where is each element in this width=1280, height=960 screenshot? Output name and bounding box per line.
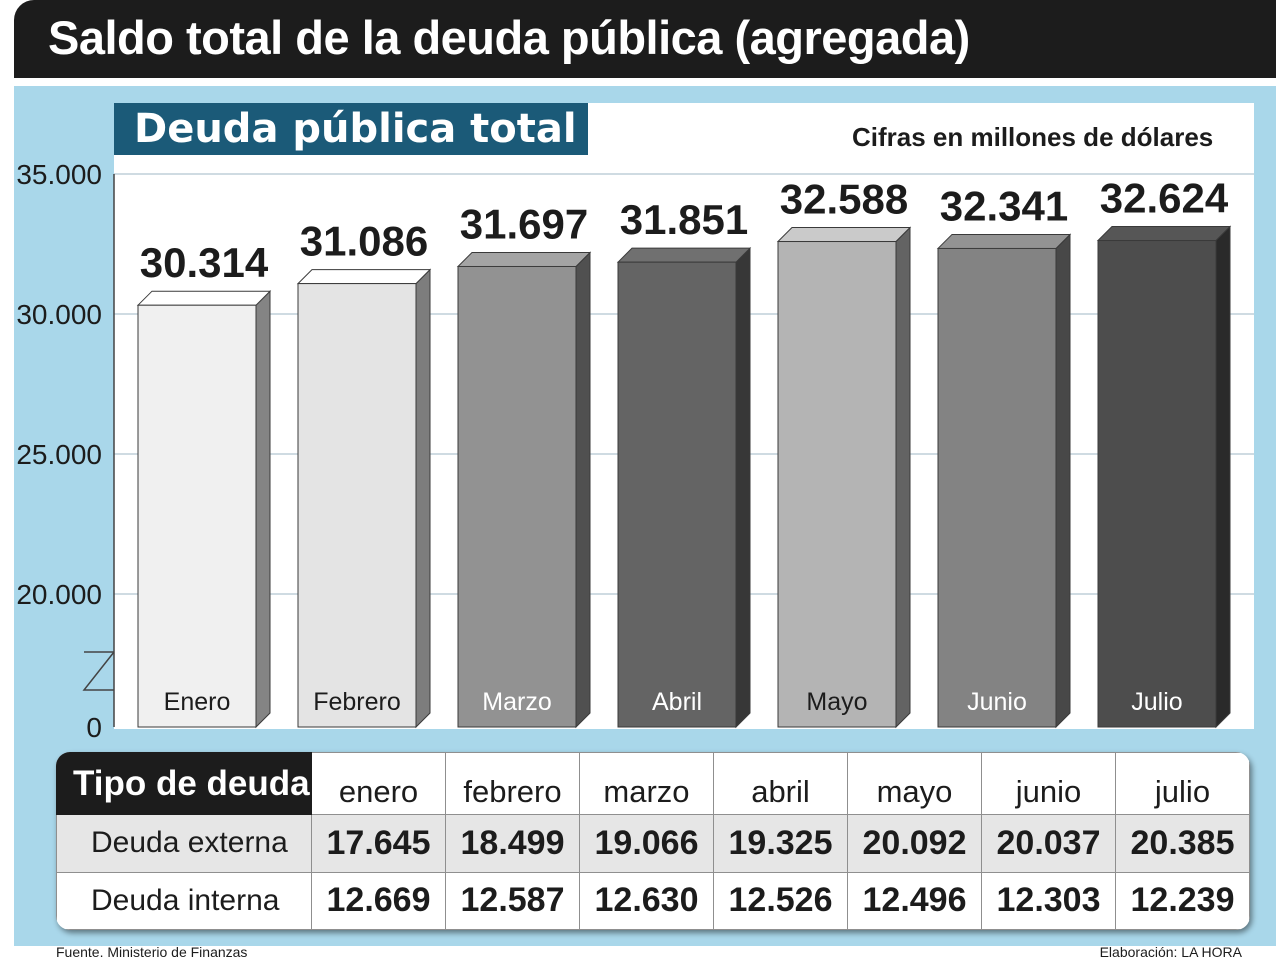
bar-value-label: 32.341 (940, 182, 1068, 229)
month-header: enero (311, 752, 446, 815)
y-tick-label: 0 (86, 712, 102, 743)
page-title: Saldo total de la deuda pública (agregad… (48, 11, 970, 64)
bar-top (296, 269, 432, 285)
bar-value-label: 31.697 (460, 200, 588, 247)
table-cell: 12.303 (981, 871, 1116, 930)
table-cell: 19.066 (579, 814, 714, 873)
table-cell: 12.587 (445, 871, 580, 930)
bar-top (136, 290, 272, 306)
bar-side (735, 246, 751, 729)
month-header: junio (981, 752, 1116, 815)
table-cell: 12.669 (311, 871, 446, 930)
bar-side (1055, 233, 1071, 729)
bar (137, 304, 257, 728)
bar (1097, 240, 1217, 728)
table-row: Deuda interna 12.669 12.587 12.630 12.52… (56, 871, 1250, 930)
title-bar: Saldo total de la deuda pública (agregad… (14, 0, 1276, 78)
row-label: Deuda externa (56, 814, 312, 873)
bar-value-label: 32.588 (780, 176, 908, 223)
bar (297, 283, 417, 728)
bar-top (776, 227, 912, 243)
source-note: Fuente. Ministerio de Finanzas (56, 944, 248, 960)
month-header: abril (713, 752, 848, 815)
bar-category-label: Junio (967, 688, 1027, 716)
bar-side (895, 226, 911, 729)
units-note: Cifras en millones de dólares (852, 122, 1214, 152)
bar-top (456, 251, 592, 267)
table-row: Deuda externa 17.645 18.499 19.066 19.32… (56, 814, 1250, 873)
bar-top (936, 233, 1072, 249)
chart-subtitle: Deuda pública total (134, 106, 577, 152)
bar-side (575, 251, 591, 729)
table-cell: 12.630 (579, 871, 714, 930)
month-header: febrero (445, 752, 580, 815)
table-cell: 12.496 (847, 871, 982, 930)
bar-category-label: Febrero (313, 688, 401, 716)
bar-value-label: 31.086 (300, 218, 428, 265)
credit-note: Elaboración: LA HORA (1099, 944, 1242, 960)
bar-category-label: Marzo (482, 688, 551, 716)
y-tick-label: 20.000 (16, 579, 102, 610)
bar-category-label: Abril (652, 688, 702, 716)
bar-value-label: 30.314 (140, 239, 269, 286)
table-corner-label: Tipo de deuda (56, 752, 312, 815)
bar-category-label: Enero (164, 688, 231, 716)
table-cell: 12.526 (713, 871, 848, 930)
month-header: julio (1115, 752, 1250, 815)
table-header-row: Tipo de deuda enero febrero marzo abril … (56, 752, 1250, 815)
y-tick-label: 35.000 (16, 159, 102, 190)
row-label: Deuda interna (56, 871, 312, 930)
table-cell: 17.645 (311, 814, 446, 873)
bar-top (1096, 226, 1232, 242)
bar-side (1215, 225, 1231, 729)
y-tick-label: 25.000 (16, 439, 102, 470)
bar (937, 247, 1057, 728)
table-cell: 19.325 (713, 814, 848, 873)
month-header: mayo (847, 752, 982, 815)
bar (617, 261, 737, 728)
bar-value-label: 32.624 (1100, 175, 1229, 222)
bar-category-label: Mayo (806, 688, 867, 716)
table-cell: 12.239 (1115, 871, 1250, 930)
bar-top (616, 247, 752, 263)
bar-value-label: 31.851 (620, 196, 748, 243)
table-cell: 18.499 (445, 814, 580, 873)
table-cell: 20.092 (847, 814, 982, 873)
bar-side (415, 268, 431, 729)
table-cell: 20.385 (1115, 814, 1250, 873)
bar-category-label: Julio (1131, 688, 1182, 716)
bar (777, 241, 897, 728)
axis-break-mark (82, 651, 115, 691)
bar-side (255, 290, 271, 729)
debt-table: Tipo de deuda enero febrero marzo abril … (56, 752, 1250, 930)
month-header: marzo (579, 752, 714, 815)
bar (457, 265, 577, 728)
y-tick-label: 30.000 (16, 299, 102, 330)
table-cell: 20.037 (981, 814, 1116, 873)
chart-subtitle-box: Deuda pública total (114, 103, 588, 155)
